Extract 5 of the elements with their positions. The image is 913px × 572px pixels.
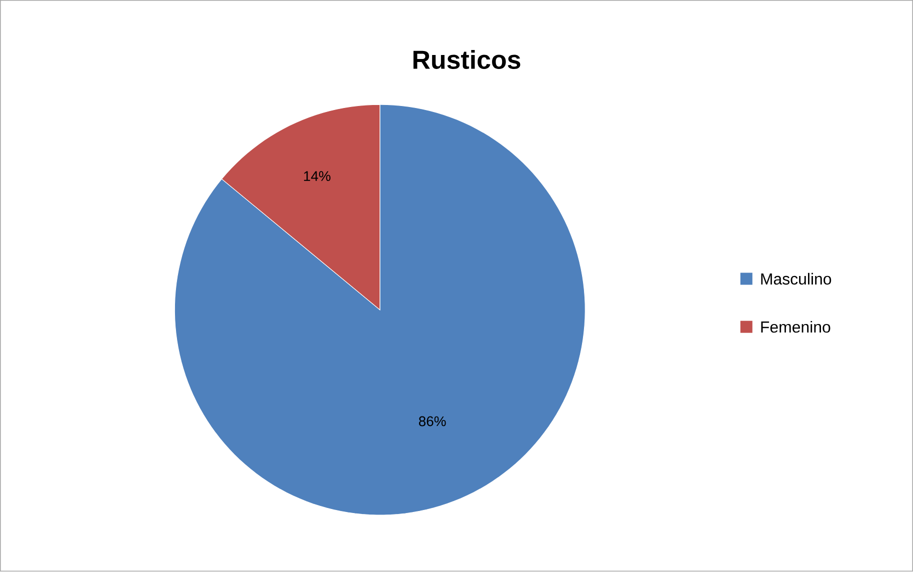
legend-label: Masculino (761, 273, 832, 285)
legend-label: Femenino (761, 321, 830, 333)
chart-title: Rusticos (413, 50, 520, 70)
data-label: 14% (304, 171, 330, 182)
data-label: 86% (418, 416, 446, 426)
